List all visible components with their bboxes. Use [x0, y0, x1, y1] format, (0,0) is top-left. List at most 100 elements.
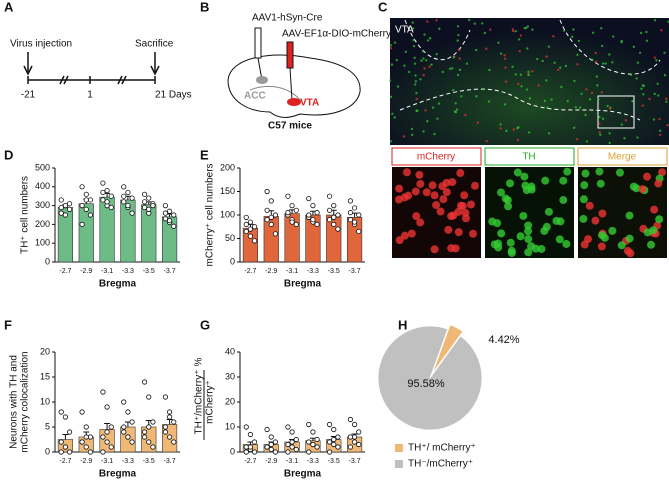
x-tick-label: -3.5 [328, 458, 340, 465]
x-tick-label: -3.7 [164, 268, 176, 275]
cell [655, 215, 664, 224]
panel-letter: D [4, 147, 13, 162]
cell [426, 39, 430, 42]
cell [608, 107, 612, 110]
cell [470, 181, 479, 190]
data-point [289, 219, 295, 225]
cell [507, 249, 516, 258]
data-point [121, 399, 127, 405]
data-point [66, 429, 73, 435]
cell [562, 29, 566, 32]
data-point [62, 414, 69, 420]
data-point [310, 429, 316, 435]
cell [611, 35, 615, 38]
data-point [166, 208, 173, 214]
cell [594, 51, 597, 55]
data-point [268, 446, 274, 453]
y-tick-label: 200 [220, 162, 235, 172]
data-point [129, 210, 135, 216]
cell [570, 35, 574, 39]
cell [648, 97, 651, 101]
cell [579, 214, 588, 223]
cell [545, 79, 548, 82]
data-point [129, 419, 135, 425]
x-tick-label: -3.5 [143, 268, 155, 275]
cell [645, 39, 649, 42]
data-point [58, 210, 64, 216]
data-point [251, 224, 258, 230]
x-axis-label: Bregma [284, 279, 322, 290]
cell [393, 41, 397, 44]
cell [617, 241, 626, 250]
panel-letter: E [200, 147, 209, 162]
data-point [100, 189, 106, 196]
cell [454, 102, 457, 105]
data-point [289, 203, 295, 209]
cell [389, 44, 393, 47]
data-point [272, 212, 279, 218]
cell [410, 127, 414, 131]
data-point [125, 189, 131, 196]
cell [550, 98, 553, 101]
data-point [351, 439, 358, 445]
cell [400, 231, 409, 240]
data-point [310, 217, 316, 223]
data-point [356, 429, 362, 435]
cell [615, 168, 624, 177]
cell [526, 25, 530, 28]
cell [451, 67, 454, 70]
data-point [268, 434, 274, 440]
cell [573, 79, 576, 83]
x-tick-label: -2.7 [244, 268, 256, 275]
cell [433, 132, 436, 136]
cell [419, 78, 422, 81]
y-tick-label: 30 [225, 371, 235, 381]
data-point [293, 221, 299, 227]
data-point [166, 414, 173, 420]
pie-value-label: 4.42% [488, 334, 519, 346]
cell [483, 31, 487, 35]
cell [506, 238, 515, 247]
cell [456, 73, 460, 77]
data-point [162, 424, 169, 430]
channel-label: TH [522, 152, 535, 163]
cell [442, 178, 451, 187]
data-point [251, 449, 258, 455]
data-point [347, 416, 354, 423]
panel-letter: A [4, 0, 14, 14]
data-point [104, 404, 110, 410]
data-point [247, 444, 254, 450]
cell [396, 85, 400, 88]
cell [524, 227, 533, 236]
data-point [306, 449, 312, 455]
cell [578, 106, 582, 109]
data-point [247, 226, 254, 232]
cell [415, 91, 418, 95]
data-point [79, 409, 85, 415]
cell [411, 133, 414, 137]
cell [453, 110, 457, 113]
cell [488, 68, 491, 72]
micrographs [388, 18, 669, 258]
data-point [129, 439, 135, 445]
cell [599, 133, 602, 136]
data-point [79, 439, 85, 445]
cell [653, 19, 657, 22]
cell [559, 196, 568, 205]
data-point [306, 421, 312, 428]
data-point [166, 218, 173, 224]
data-point [243, 221, 249, 227]
cell [527, 70, 530, 74]
cell [448, 67, 452, 71]
cell [454, 207, 463, 216]
y-tick-label: 15 [40, 371, 50, 381]
data-point [104, 429, 110, 435]
data-point [326, 449, 333, 455]
data-point [251, 439, 258, 445]
data-point [331, 214, 337, 220]
cell [481, 22, 484, 25]
data-point [347, 210, 354, 216]
cell [591, 58, 594, 61]
data-point [83, 444, 89, 450]
